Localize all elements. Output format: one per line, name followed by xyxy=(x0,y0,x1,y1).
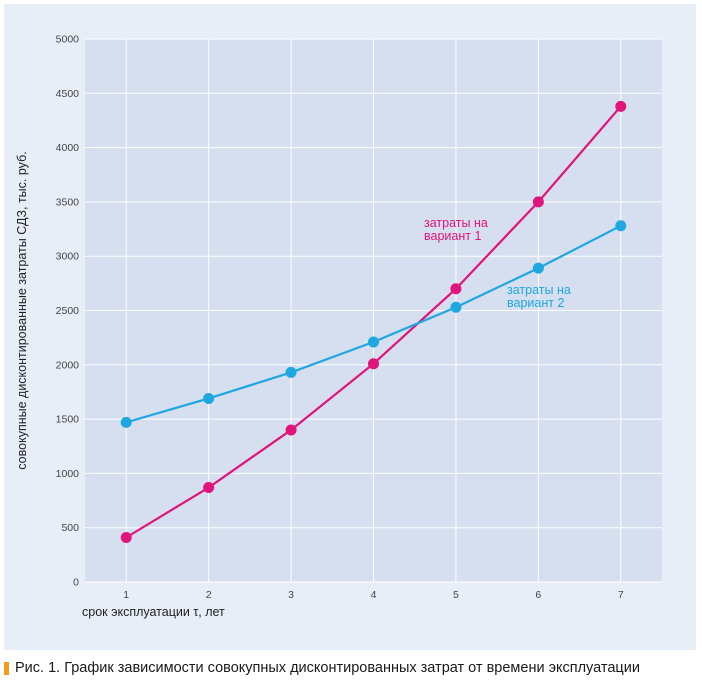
data-point-series-1 xyxy=(450,283,462,295)
y-tick-label: 5000 xyxy=(56,34,80,46)
data-point-series-1 xyxy=(532,196,544,208)
data-point-series-1 xyxy=(615,100,627,112)
data-point-series-2 xyxy=(450,301,462,313)
series-label-2: вариант 2 xyxy=(507,296,564,310)
y-tick-label: 0 xyxy=(73,577,79,589)
y-tick-label: 3500 xyxy=(56,196,80,208)
data-point-series-1 xyxy=(120,531,132,543)
x-tick-label: 7 xyxy=(618,589,624,601)
line-chart: 0 500 1000 1500 2000 2500 3000 3500 4000 4500 5000… xyxy=(15,34,662,619)
x-tick-label: 1 xyxy=(123,589,129,601)
x-tick-label: 5 xyxy=(453,589,459,601)
x-tick-labels: 1 2 3 4 5 6 7 xyxy=(123,589,624,601)
data-point-series-2 xyxy=(532,262,544,274)
caption-text: Рис. 1. График зависимости совокупных ди… xyxy=(15,660,640,676)
x-tick-label: 2 xyxy=(206,589,212,601)
y-tick-label: 2500 xyxy=(56,305,80,317)
y-tick-label: 4500 xyxy=(56,88,80,100)
grid-lines xyxy=(85,38,662,583)
y-axis-label: совокупные дисконтированные затраты СДЗ,… xyxy=(15,151,29,469)
data-point-series-1 xyxy=(203,482,215,494)
data-point-series-1 xyxy=(368,358,379,370)
series-label-1: вариант 1 xyxy=(424,229,481,243)
data-point-series-1 xyxy=(285,424,297,436)
data-point-series-2 xyxy=(203,392,215,404)
y-tick-label: 1000 xyxy=(56,468,80,480)
y-tick-label: 2000 xyxy=(56,359,80,371)
x-tick-label: 6 xyxy=(535,589,541,601)
y-tick-label: 3000 xyxy=(56,251,80,263)
y-tick-label: 500 xyxy=(61,522,79,534)
data-point-series-2 xyxy=(285,366,297,378)
y-tick-label: 4000 xyxy=(56,142,80,154)
data-series xyxy=(120,100,627,543)
series-label-2: затраты на xyxy=(507,283,571,297)
caption-marker xyxy=(4,661,9,675)
series-label-1: затраты на xyxy=(424,216,488,230)
chart-panel: 0 500 1000 1500 2000 2500 3000 3500 4000 4500 5000… xyxy=(4,4,696,650)
data-point-series-2 xyxy=(120,416,132,428)
data-point-series-2 xyxy=(615,220,627,232)
y-tick-label: 1500 xyxy=(56,414,80,426)
y-tick-labels: 0 500 1000 1500 2000 2500 3000 3500 4000 4500 5000 xyxy=(56,34,80,589)
x-tick-label: 3 xyxy=(288,589,294,601)
x-axis-label: срок эксплуатации τ, лет xyxy=(82,605,225,619)
data-point-series-2 xyxy=(368,336,379,348)
figure-caption: Рис. 1. График зависимости совокупных ди… xyxy=(4,658,640,678)
x-tick-label: 4 xyxy=(371,589,377,601)
